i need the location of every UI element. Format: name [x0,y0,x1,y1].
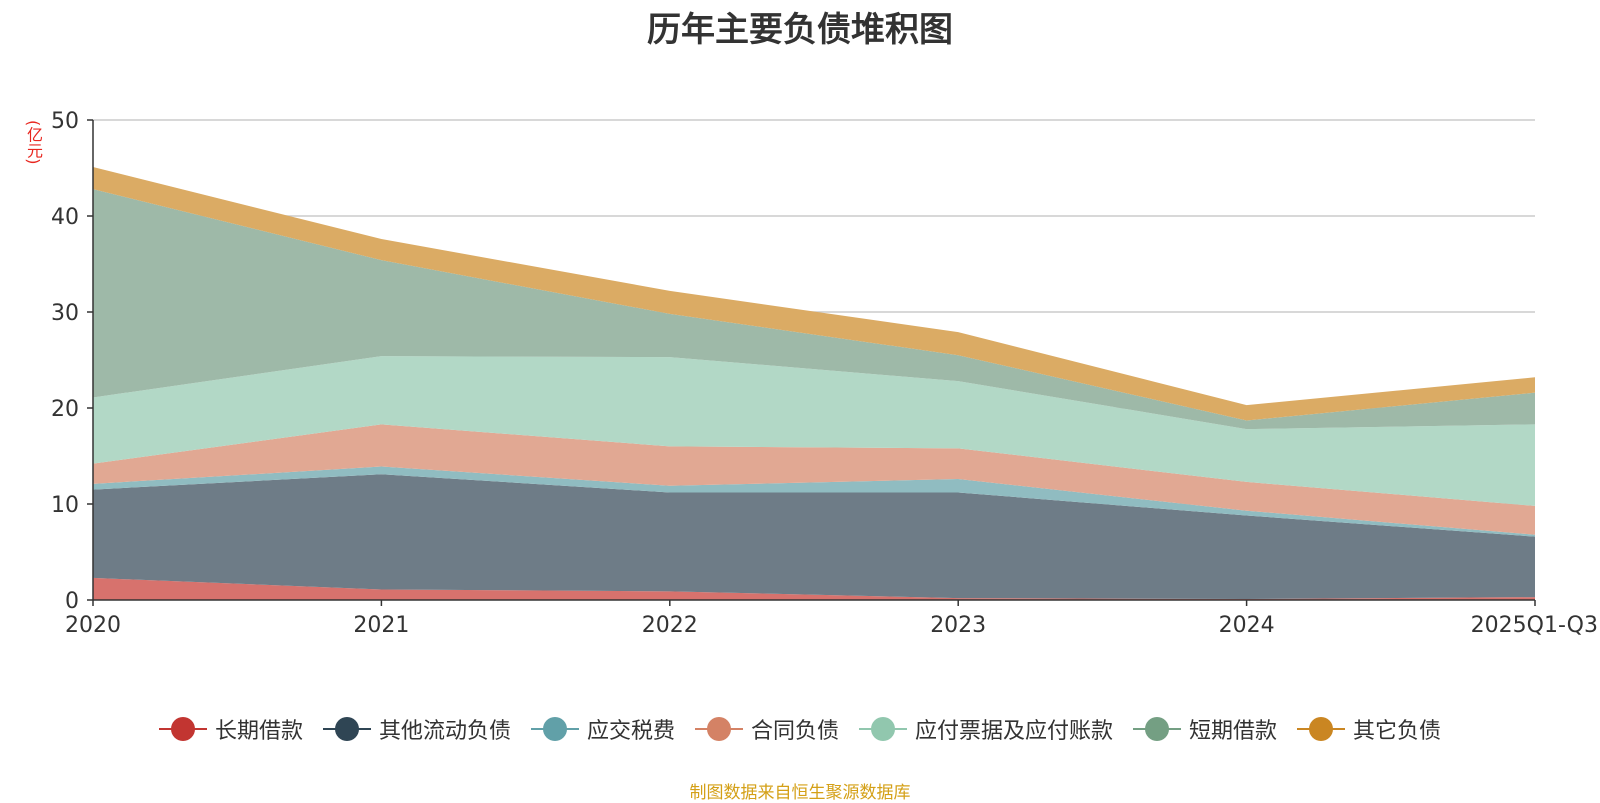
y-tick-label: 50 [51,109,79,134]
legend-label: 合同负债 [750,719,839,744]
legend-marker-icon [694,717,743,741]
y-tick-label: 10 [51,493,79,518]
legend-item[interactable]: 合同负债 [694,713,839,745]
legend-label: 长期借款 [214,719,303,744]
source-note: 制图数据来自恒生聚源数据库 [689,783,911,803]
legend-item[interactable]: 应交税费 [530,713,675,745]
legend-label: 短期借款 [1189,719,1278,744]
legend-item[interactable]: 应付票据及应付账款 [859,713,1113,745]
y-tick-label: 30 [51,301,79,326]
legend-item[interactable]: 短期借款 [1133,713,1277,745]
y-tick-label: 20 [51,397,79,422]
legend-marker-icon [322,717,371,741]
legend-label: 应付票据及应付账款 [915,719,1114,744]
x-tick-label: 2023 [930,613,986,638]
x-tick-label: 2024 [1219,613,1275,638]
x-tick-label: 2021 [353,613,409,638]
y-tick-label: 0 [65,589,79,614]
chart-title: 历年主要负债堆积图 [647,10,953,50]
x-tick-label: 2025Q1-Q3 [1471,613,1598,638]
legend-item[interactable]: 其他流动负债 [322,713,511,745]
stacked-area-chart: 0 10 20 30 40 50 2020 2021 2022 2023 2024 2025Q1-Q… [51,109,1598,638]
legend-marker-icon [859,717,907,741]
axes [92,120,1535,601]
area-其它负债 [93,167,1535,421]
y-axis-label: (亿元) [24,120,43,165]
area-series [93,167,1535,600]
x-tick-label: 2022 [642,613,698,638]
area-长期借款 [93,577,1535,600]
area-合同负债 [93,424,1535,535]
legend-label: 其他流动负债 [378,719,511,744]
legend-label: 应交税费 [586,719,675,744]
legend-marker-icon [1297,717,1346,741]
legend-marker-icon [158,717,207,741]
x-tick-labels: 2020 2021 2022 2023 2024 2025Q1-Q3 [65,600,1598,638]
x-tick-label: 2020 [65,613,121,638]
legend-marker-icon [1133,717,1182,741]
legend-marker-icon [530,717,579,741]
legend: 长期借款 其他流动负债 应交税费 合同负债 应付票据及应付账款 短期借款 其它负债 [0,713,1600,745]
y-tick-label: 40 [51,205,79,230]
area-应付票据及应付账款 [93,356,1535,506]
legend-label: 其它负债 [1353,719,1442,744]
legend-item[interactable]: 其它负债 [1297,713,1441,745]
legend-item[interactable]: 长期借款 [158,713,303,745]
area-短期借款 [93,189,1535,430]
area-其他流动负债 [93,474,1535,600]
y-tick-labels: 0 10 20 30 40 50 [51,109,79,614]
